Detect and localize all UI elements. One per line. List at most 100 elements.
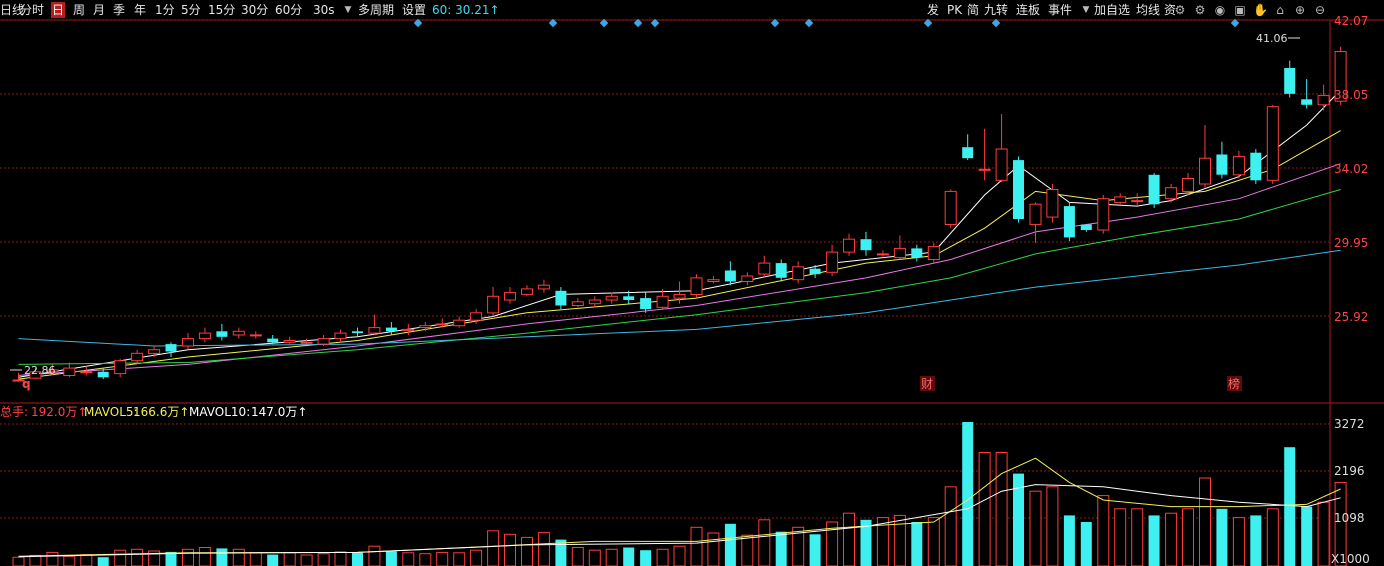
button-jiuzhuan[interactable]: 九转 [984, 3, 1009, 17]
volume-bar[interactable] [419, 553, 432, 566]
volume-bar[interactable] [826, 521, 839, 566]
volume-bar[interactable] [1317, 501, 1330, 566]
volume-bar[interactable] [1250, 515, 1262, 566]
candlestick[interactable] [300, 338, 313, 345]
cai-marker[interactable]: 财 [920, 376, 935, 391]
volume-bar[interactable] [1097, 495, 1110, 566]
volume-bar[interactable] [283, 552, 296, 566]
candlestick[interactable] [1216, 141, 1228, 179]
tab-1min[interactable]: 1分 [155, 3, 175, 17]
volume-bar[interactable] [1266, 508, 1279, 566]
volume-bar[interactable] [1182, 508, 1194, 566]
zoom-out-icon[interactable]: ⊖ [1314, 3, 1326, 17]
candlestick[interactable] [843, 233, 855, 256]
candlestick[interactable] [571, 298, 584, 308]
volume-bar[interactable] [521, 536, 533, 566]
volume-bar[interactable] [46, 551, 59, 566]
candlestick[interactable] [148, 345, 161, 358]
candlestick[interactable] [12, 372, 25, 382]
volume-bar[interactable] [402, 552, 415, 566]
volume-bar[interactable] [555, 539, 567, 566]
candlestick[interactable] [1232, 150, 1245, 179]
candlestick[interactable] [623, 290, 635, 304]
candlestick[interactable] [605, 292, 618, 304]
volume-bar[interactable] [232, 548, 245, 566]
candlestick[interactable] [1114, 193, 1127, 205]
eye-icon[interactable]: ◉ [1214, 3, 1226, 17]
volume-bar[interactable] [1046, 486, 1059, 566]
candlestick[interactable] [504, 287, 516, 304]
candlestick[interactable] [927, 242, 940, 264]
volume-bar[interactable] [741, 534, 754, 566]
candlestick[interactable] [385, 322, 397, 335]
volume-bar[interactable] [809, 534, 821, 566]
button-pk[interactable]: PK [947, 3, 963, 17]
candlestick[interactable] [978, 128, 991, 181]
button-events[interactable]: 事件 [1048, 3, 1073, 17]
candlestick[interactable] [436, 318, 449, 328]
volume-bar[interactable] [995, 452, 1008, 566]
hand-icon[interactable]: ✋ [1253, 3, 1268, 17]
volume-bar[interactable] [1029, 490, 1042, 566]
candlestick[interactable] [165, 342, 177, 358]
volume-bar[interactable] [978, 452, 991, 566]
volume-bar[interactable] [843, 512, 855, 566]
candlestick[interactable] [97, 368, 109, 380]
candlestick[interactable] [893, 235, 906, 260]
candlestick[interactable] [1284, 60, 1296, 98]
tab-5min[interactable]: 5分 [181, 3, 201, 17]
candlestick[interactable] [249, 331, 262, 339]
volume-bar[interactable] [758, 519, 771, 566]
volume-bar[interactable] [623, 547, 635, 566]
volume-bar[interactable] [911, 522, 923, 566]
volume-bar[interactable] [504, 533, 516, 566]
volume-bar[interactable] [571, 547, 584, 566]
volume-bar[interactable] [368, 545, 381, 566]
volume-bar[interactable] [385, 551, 397, 566]
volume-bar[interactable] [97, 557, 109, 566]
volume-bar[interactable] [1131, 508, 1144, 566]
volume-bar[interactable] [487, 530, 500, 566]
tab-monthly[interactable]: 月 [93, 3, 106, 17]
candlestick[interactable] [63, 362, 76, 378]
volume-bar[interactable] [1013, 473, 1024, 566]
candlestick[interactable] [216, 323, 228, 341]
add-watchlist-button[interactable]: 加自选 [1094, 3, 1131, 17]
candlestick[interactable] [1046, 183, 1059, 223]
volume-bar[interactable] [893, 514, 906, 566]
volume-bar[interactable] [537, 532, 550, 566]
candlestick[interactable] [640, 292, 652, 313]
volume-bar[interactable] [1114, 508, 1127, 566]
candlestick[interactable] [198, 327, 211, 343]
volume-bar[interactable] [927, 517, 940, 566]
volume-bar[interactable] [352, 552, 363, 566]
lock-icon[interactable]: ▣ [1234, 3, 1246, 17]
volume-bar[interactable] [216, 548, 228, 566]
volume-bar[interactable] [588, 549, 601, 566]
candlestick[interactable] [792, 261, 805, 284]
volume-bar[interactable] [267, 554, 279, 566]
candlestick[interactable] [1148, 172, 1160, 208]
zoom-in-icon[interactable]: ⊕ [1294, 3, 1306, 17]
candlestick[interactable] [876, 250, 889, 258]
candlestick[interactable] [690, 274, 703, 299]
tab-weekly[interactable]: 周 [73, 3, 86, 17]
volume-bar[interactable] [640, 550, 652, 566]
volume-bar[interactable] [300, 554, 313, 566]
candlestick[interactable] [470, 309, 483, 324]
candlestick[interactable] [1165, 183, 1178, 203]
candlestick[interactable] [555, 287, 567, 310]
volume-bar[interactable] [12, 556, 25, 566]
candlestick[interactable] [182, 333, 194, 350]
tab-60min[interactable]: 60分 [275, 3, 303, 17]
candlestick[interactable] [809, 264, 821, 278]
candlestick[interactable] [1334, 46, 1347, 105]
candlestick[interactable] [1131, 193, 1144, 207]
button-jian[interactable]: 简 [967, 3, 980, 17]
candlestick[interactable] [962, 134, 974, 161]
volume-bar[interactable] [249, 552, 262, 566]
volume-bar[interactable] [1148, 515, 1160, 566]
candlestick[interactable] [453, 316, 466, 328]
volume-bar[interactable] [775, 531, 787, 566]
candlestick[interactable] [1199, 125, 1211, 188]
